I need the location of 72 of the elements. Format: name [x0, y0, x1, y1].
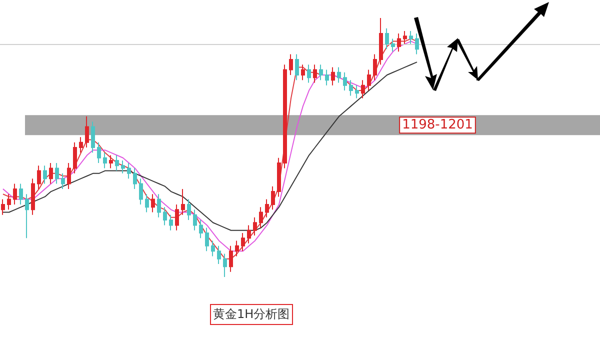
band-label: 1198-1201: [402, 118, 473, 133]
candlestick: [397, 33, 401, 52]
candlestick: [385, 28, 389, 50]
candlestick: [277, 157, 281, 198]
candlestick: [187, 198, 191, 221]
candlestick: [271, 186, 275, 210]
candlestick: [49, 162, 53, 184]
candlestick: [235, 240, 239, 257]
candlestick: [1, 198, 5, 216]
candlestick: [13, 183, 17, 205]
candlestick: [97, 142, 101, 164]
candlestick: [415, 33, 419, 55]
candlestick: [307, 64, 311, 84]
candlestick: [259, 206, 263, 228]
candlestick: [361, 80, 365, 99]
candlestick: [91, 121, 95, 154]
candlestick: [169, 214, 173, 231]
candlestick: [133, 168, 137, 190]
candlestick: [163, 206, 167, 226]
candlestick: [241, 232, 245, 252]
candlestick: [211, 240, 215, 257]
candlestick: [379, 18, 383, 66]
candlestick: [217, 245, 221, 265]
candlestick: [151, 194, 155, 213]
candlestick: [247, 224, 251, 244]
candlestick: [157, 194, 161, 218]
candlestick: [175, 204, 179, 231]
candlestick: [103, 152, 107, 169]
candlestick: [355, 84, 359, 99]
candlestick: [19, 183, 23, 205]
candlestick: [265, 198, 269, 218]
candlestick: [181, 188, 185, 216]
candlestick: [205, 227, 209, 252]
candlestick: [37, 165, 41, 190]
candlestick: [373, 54, 377, 81]
candlestick: [331, 66, 335, 86]
candlestick: [61, 172, 65, 190]
candlestick: [115, 154, 119, 172]
candlestick: [343, 72, 347, 92]
candlestick: [337, 66, 341, 84]
candlestick: [367, 69, 371, 92]
candlestick: [199, 220, 203, 239]
candlestick: [139, 178, 143, 205]
candlestick: [403, 30, 407, 44]
candlestick: [55, 162, 59, 184]
candlestick: [121, 160, 125, 174]
candlestick: [79, 136, 83, 154]
candlestick: [109, 154, 113, 169]
candlestick: [43, 165, 47, 184]
candlestick: [223, 253, 227, 278]
candlestick: [7, 194, 11, 210]
candlestick: [127, 162, 131, 180]
candlestick: [67, 162, 71, 190]
caption-box: 黄金1H分析图: [210, 304, 293, 325]
candlestick: [409, 30, 413, 44]
candlestick: [31, 178, 35, 216]
candlestick: [325, 69, 329, 86]
candlestick: [145, 194, 149, 213]
candlestick: [73, 142, 77, 174]
candlestick: [295, 54, 299, 81]
candlestick: [253, 216, 257, 236]
candlestick: [349, 80, 353, 96]
candlestick: [391, 38, 395, 52]
candlestick: [313, 64, 317, 84]
candlestick: [319, 64, 323, 81]
candlestick: [229, 245, 233, 272]
candlestick: [283, 64, 287, 169]
candlestick: [25, 194, 29, 239]
candlestick: [301, 64, 305, 81]
candlestick: [193, 209, 197, 231]
candlestick: [85, 116, 89, 148]
candlestick: [289, 54, 293, 76]
